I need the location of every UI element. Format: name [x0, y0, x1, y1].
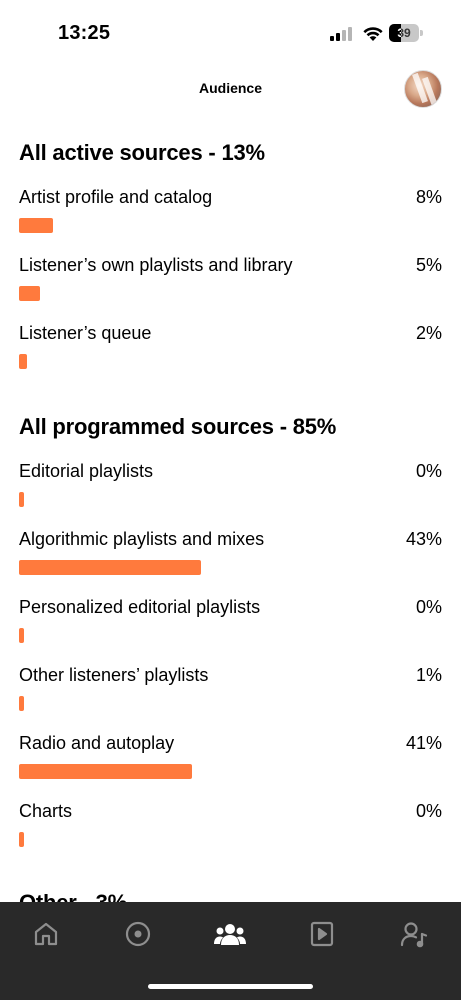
audience-icon	[214, 924, 246, 945]
percentage-bar	[19, 764, 192, 779]
row-label-algorithmic-playlists: Algorithmic playlists and mixes	[19, 529, 265, 549]
row-value-listener-queue: 2%	[415, 323, 442, 343]
video-icon	[310, 921, 334, 947]
tab-home[interactable]	[26, 916, 66, 952]
section-title-programmed-sources: All programmed sources - 85%	[19, 414, 337, 439]
percentage-bar	[19, 492, 24, 507]
row-label-artist-profile: Artist profile and catalog	[19, 187, 213, 207]
percentage-bar	[19, 832, 24, 847]
row-value-algorithmic-playlists: 43%	[405, 529, 442, 549]
row-value-charts: 0%	[415, 801, 442, 821]
row-label-radio-autoplay: Radio and autoplay	[19, 733, 175, 753]
cellular-signal-icon	[330, 27, 352, 41]
row-label-listener-queue: Listener’s queue	[19, 323, 152, 343]
avatar[interactable]	[404, 70, 442, 108]
music-disc-icon	[125, 921, 151, 947]
status-time: 13:25	[58, 22, 111, 44]
row-label-other-listeners-playlists: Other listeners’ playlists	[19, 665, 209, 685]
percentage-bar	[19, 286, 40, 301]
row-value-radio-autoplay: 41%	[405, 733, 442, 753]
tab-music[interactable]	[118, 916, 158, 952]
row-value-other-listeners-playlists: 1%	[415, 665, 442, 685]
row-value-artist-profile: 8%	[415, 187, 442, 207]
battery-icon: 39	[389, 24, 423, 42]
row-value-personalized-editorial: 0%	[415, 597, 442, 617]
tab-profile[interactable]	[394, 916, 434, 952]
percentage-bar	[19, 354, 27, 369]
row-label-editorial-playlists: Editorial playlists	[19, 461, 154, 481]
profile-music-icon	[400, 922, 428, 948]
row-value-own-playlists: 5%	[415, 255, 442, 275]
tab-bar	[0, 902, 461, 1000]
row-label-own-playlists: Listener’s own playlists and library	[19, 255, 293, 275]
row-label-personalized-editorial: Personalized editorial playlists	[19, 597, 261, 617]
percentage-bar	[19, 696, 24, 711]
status-bar: 13:25 39	[0, 0, 461, 62]
percentage-bar	[19, 560, 201, 575]
row-value-editorial-playlists: 0%	[415, 461, 442, 481]
percentage-bar	[19, 218, 53, 233]
page-title: Audience	[198, 80, 262, 96]
battery-level: 39	[397, 26, 411, 40]
traffic-sources-list[interactable]: All active sources - 13% Artist profile …	[0, 120, 461, 902]
home-icon	[34, 922, 58, 946]
row-label-charts: Charts	[19, 801, 73, 821]
home-indicator	[148, 984, 313, 989]
section-title-other: Other - 3%	[19, 890, 127, 902]
percentage-bar	[19, 628, 24, 643]
wifi-icon	[363, 27, 383, 41]
tab-videos[interactable]	[302, 916, 342, 952]
tab-audience[interactable]	[210, 916, 250, 952]
section-title-active-sources: All active sources - 13%	[19, 140, 265, 165]
